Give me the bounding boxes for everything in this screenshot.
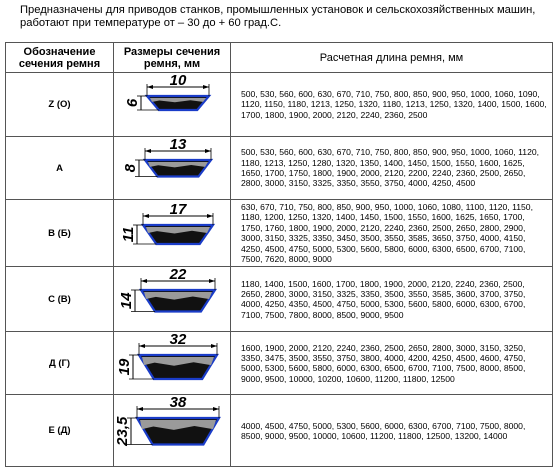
drawing-cell: 22 14: [113, 266, 231, 333]
lengths-cell: 1180, 1400, 1500, 1600, 1700, 1800, 1900…: [230, 266, 553, 333]
width-label: 17: [170, 203, 187, 218]
lengths-cell: 630, 670, 710, 750, 800, 850, 900, 950, …: [230, 198, 553, 268]
height-label: 14: [118, 292, 135, 309]
section-cell: В (Б): [5, 198, 114, 268]
belt-drawing: 38 23,5: [114, 396, 221, 447]
lengths-cell: 500, 530, 560, 600, 630, 670, 710, 750, …: [230, 136, 553, 200]
belt-drawing: 10 6: [124, 74, 212, 111]
arrow: [147, 84, 153, 89]
belt-drawing: 13 8: [122, 138, 214, 178]
width-label: 38: [170, 396, 187, 411]
arrow: [137, 406, 143, 411]
belt-cord: [144, 291, 212, 300]
arrow: [143, 213, 149, 218]
header-cell: Расчетная длина ремня, мм: [230, 42, 553, 73]
header-cell: Обозначение сечения ремня: [5, 42, 114, 73]
arrow: [205, 148, 211, 153]
width-label: 32: [170, 333, 187, 348]
section-cell: Е (Д): [5, 394, 114, 468]
lengths-cell: 500, 530, 560, 600, 630, 670, 710, 750, …: [230, 72, 553, 137]
height-label: 6: [124, 98, 141, 107]
belt-drawing: 22 14: [118, 268, 218, 313]
intro-text: Предназначены для приводов станков, пром…: [20, 4, 536, 29]
table-row: С (В) 22 14 1180, 1400, 1500, 1600, 1700, 1…: [5, 266, 553, 333]
arrow: [139, 343, 145, 348]
height-label: 19: [116, 358, 133, 375]
width-label: 10: [170, 74, 187, 89]
height-label: 11: [120, 226, 137, 242]
belt-cord: [142, 356, 214, 366]
lengths-cell: 1600, 1900, 2000, 2120, 2240, 2360, 2500…: [230, 331, 553, 396]
table-row: Z (O) 10 6 500, 530, 560, 600, 630, 670, 71…: [5, 72, 553, 137]
arrow: [141, 278, 147, 283]
arrow: [209, 278, 215, 283]
header-row: Обозначение сечения ремня Размеры сечени…: [5, 42, 553, 73]
arrow: [203, 84, 209, 89]
table-row: В (Б) 17 11 630, 670, 710, 750, 800, 850, 9…: [5, 198, 553, 268]
height-label: 8: [122, 163, 139, 172]
width-label: 22: [169, 268, 187, 283]
table-row: A 13 8 500, 530, 560, 600, 630, 670, 710, 7…: [5, 136, 553, 200]
belt-cord: [150, 97, 206, 102]
section-cell: С (В): [5, 266, 114, 333]
belt-table: Обозначение сечения ремня Размеры сечени…: [5, 42, 553, 468]
width-label: 13: [170, 138, 187, 153]
drawing-cell: 17 11: [113, 198, 231, 268]
belt-cord: [148, 161, 208, 167]
header-cell: Размеры сечения ремня, мм: [113, 42, 231, 73]
drawing-cell: 32 19: [113, 331, 231, 396]
arrow: [145, 148, 151, 153]
belt-drawing: 32 19: [116, 333, 219, 381]
belt-cord: [140, 419, 216, 430]
section-cell: Z (O): [5, 72, 114, 137]
arrow: [207, 213, 213, 218]
table-row: Д (Г) 32 19 1600, 1900, 2000, 2120, 2240, 2…: [5, 331, 553, 396]
table-row: Е (Д) 38 23,5 4000, 4500, 4750, 5000, 5300,…: [5, 394, 553, 468]
belt-cord: [146, 226, 210, 234]
drawing-cell: 13 8: [113, 136, 231, 200]
section-cell: A: [5, 136, 114, 200]
height-label: 23,5: [114, 416, 131, 447]
drawing-cell: 38 23,5: [113, 394, 231, 468]
lengths-cell: 4000, 4500, 4750, 5000, 5300, 5600, 6000…: [230, 394, 553, 468]
drawing-cell: 10 6: [113, 72, 231, 137]
arrow: [211, 343, 217, 348]
arrow: [213, 406, 219, 411]
section-cell: Д (Г): [5, 331, 114, 396]
